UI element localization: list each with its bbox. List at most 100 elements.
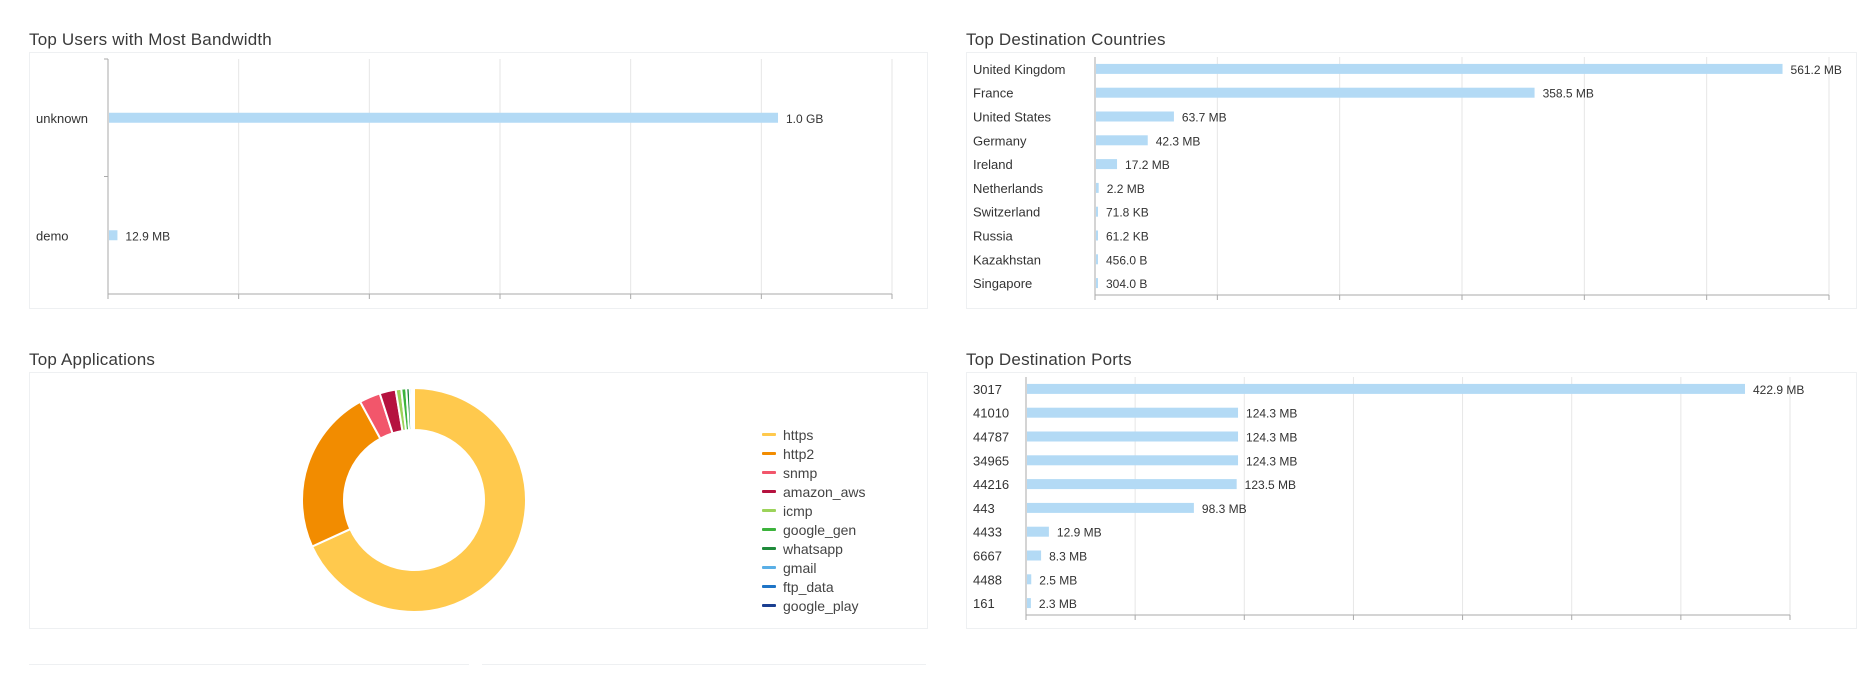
countries-value-label: 63.7 MB <box>1182 111 1227 125</box>
ports-value-label: 98.3 MB <box>1202 502 1247 516</box>
countries-value-label: 61.2 KB <box>1106 230 1149 244</box>
countries-bar[interactable] <box>1096 159 1118 170</box>
ports-value-label: 2.3 MB <box>1039 597 1077 611</box>
apps-slice-http2[interactable] <box>301 400 382 548</box>
countries-value-label: 17.2 MB <box>1125 158 1170 172</box>
ports-category-label: 6667 <box>973 549 1002 564</box>
countries-category-label: France <box>973 86 1013 101</box>
ports-bar[interactable] <box>1027 574 1032 585</box>
legend-item-whatsapp[interactable]: whatsapp <box>762 539 866 558</box>
legend-item-icmp[interactable]: icmp <box>762 501 866 520</box>
countries-chart-panel: United Kingdom 561.2 MB France 358.5 MB Unit… <box>966 52 1857 309</box>
legend-swatch <box>762 585 776 588</box>
apps-panel-title: Top Applications <box>29 350 156 369</box>
legend-item-snmp[interactable]: snmp <box>762 463 866 482</box>
legend-item-google-play[interactable]: google_play <box>762 596 866 615</box>
legend-swatch <box>762 509 776 512</box>
countries-bar[interactable] <box>1096 254 1098 265</box>
apps-donut-chart <box>301 386 527 613</box>
users-category-label: unknown <box>36 111 88 126</box>
ports-bar[interactable] <box>1027 383 1745 394</box>
ports-value-label: 124.3 MB <box>1246 407 1297 421</box>
ports-bar[interactable] <box>1027 479 1237 490</box>
countries-bar[interactable] <box>1096 230 1098 241</box>
countries-value-label: 456.0 B <box>1106 253 1147 267</box>
legend-item-amazon-aws[interactable]: amazon_aws <box>762 482 866 501</box>
ports-bar[interactable] <box>1027 502 1194 513</box>
ports-category-label: 4488 <box>973 572 1002 587</box>
legend-swatch <box>762 490 776 493</box>
legend-swatch <box>762 452 776 455</box>
legend-swatch <box>762 433 776 436</box>
legend-swatch <box>762 604 776 607</box>
countries-category-label: Switzerland <box>973 205 1040 220</box>
ports-category-label: 44216 <box>973 477 1009 492</box>
countries-bar-chart: United Kingdom 561.2 MB France 358.5 MB Unit… <box>973 57 1842 300</box>
ports-bar[interactable] <box>1027 455 1239 466</box>
legend-swatch <box>762 566 776 569</box>
countries-bar[interactable] <box>1096 135 1148 146</box>
ports-value-label: 123.5 MB <box>1245 478 1296 492</box>
countries-bar[interactable] <box>1096 111 1174 122</box>
users-bar[interactable] <box>109 112 779 123</box>
countries-bar[interactable] <box>1096 182 1099 193</box>
ports-category-label: 3017 <box>973 382 1002 397</box>
ports-value-label: 422.9 MB <box>1753 383 1804 397</box>
countries-bar[interactable] <box>1096 87 1535 98</box>
countries-category-label: Russia <box>973 229 1014 244</box>
lower-panel-edge-mid <box>482 664 926 673</box>
countries-bar[interactable] <box>1096 63 1783 74</box>
ports-category-label: 41010 <box>973 406 1009 421</box>
legend-item-https[interactable]: https <box>762 425 866 444</box>
countries-value-label: 304.0 B <box>1106 277 1147 291</box>
legend-label: gmail <box>783 559 817 576</box>
users-panel-title: Top Users with Most Bandwidth <box>29 30 272 49</box>
legend-swatch <box>762 471 776 474</box>
ports-bar[interactable] <box>1027 431 1239 442</box>
ports-category-label: 4433 <box>973 525 1002 540</box>
users-bar[interactable] <box>109 230 118 241</box>
ports-category-label: 161 <box>973 596 995 611</box>
legend-swatch <box>762 528 776 531</box>
countries-bar[interactable] <box>1096 278 1098 289</box>
ports-category-label: 34965 <box>973 453 1009 468</box>
legend-label: amazon_aws <box>783 483 866 500</box>
countries-category-label: Germany <box>973 133 1027 148</box>
countries-panel-title: Top Destination Countries <box>966 30 1166 49</box>
ports-value-label: 124.3 MB <box>1246 454 1297 468</box>
users-chart-panel: unknown 1.0 GB demo 12.9 MB <box>29 52 928 309</box>
legend-swatch <box>762 547 776 550</box>
apps-slice-https[interactable] <box>310 386 527 613</box>
ports-value-label: 12.9 MB <box>1057 526 1102 540</box>
users-value-label: 1.0 GB <box>786 112 823 126</box>
users-value-label: 12.9 MB <box>125 229 170 243</box>
ports-bar-chart: 3017 422.9 MB 41010 124.3 MB 44787 124.3 MB 34… <box>973 377 1804 620</box>
countries-category-label: United Kingdom <box>973 62 1066 77</box>
legend-item-google-gen[interactable]: google_gen <box>762 520 866 539</box>
legend-item-ftp-data[interactable]: ftp_data <box>762 577 866 596</box>
countries-category-label: Ireland <box>973 157 1013 172</box>
ports-bar[interactable] <box>1027 407 1239 418</box>
legend-label: google_gen <box>783 521 857 538</box>
legend-label: snmp <box>783 464 818 481</box>
ports-bar[interactable] <box>1027 550 1042 561</box>
ports-bar[interactable] <box>1027 526 1049 537</box>
countries-bar[interactable] <box>1096 206 1098 217</box>
legend-label: https <box>783 426 814 443</box>
ports-bar[interactable] <box>1027 598 1031 609</box>
legend-item-gmail[interactable]: gmail <box>762 558 866 577</box>
countries-value-label: 561.2 MB <box>1791 63 1842 77</box>
users-category-label: demo <box>36 228 69 243</box>
legend-label: ftp_data <box>783 578 834 595</box>
ports-value-label: 8.3 MB <box>1049 550 1087 564</box>
legend-item-http2[interactable]: http2 <box>762 444 866 463</box>
legend-label: google_play <box>783 597 859 614</box>
countries-value-label: 2.2 MB <box>1107 182 1145 196</box>
ports-value-label: 2.5 MB <box>1039 573 1077 587</box>
apps-slice-google-play[interactable] <box>412 386 415 432</box>
countries-category-label: Netherlands <box>973 181 1044 196</box>
legend-label: whatsapp <box>783 540 843 557</box>
countries-value-label: 71.8 KB <box>1106 206 1149 220</box>
